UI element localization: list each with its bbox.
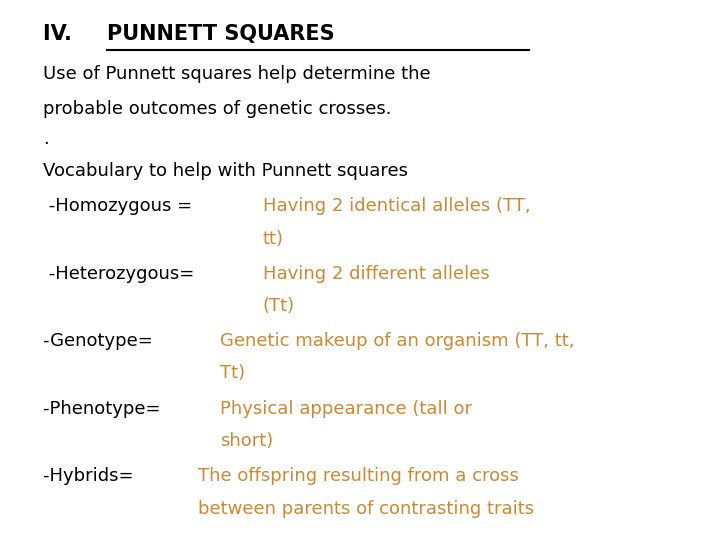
Text: -Homozygous =: -Homozygous = (43, 197, 198, 215)
Text: Genetic makeup of an organism (TT, tt,: Genetic makeup of an organism (TT, tt, (220, 332, 574, 350)
Text: Having 2 different alleles: Having 2 different alleles (263, 265, 490, 282)
Text: (Tt): (Tt) (263, 297, 295, 315)
Text: The offspring resulting from a cross: The offspring resulting from a cross (198, 467, 519, 485)
Text: -Genotype=: -Genotype= (43, 332, 158, 350)
Text: tt): tt) (263, 230, 284, 247)
Text: between parents of contrasting traits: between parents of contrasting traits (198, 500, 534, 517)
Text: Tt): Tt) (220, 364, 245, 382)
Text: -Hybrids=: -Hybrids= (43, 467, 140, 485)
Text: Physical appearance (tall or: Physical appearance (tall or (220, 400, 472, 417)
Text: short): short) (220, 432, 273, 450)
Text: .: . (43, 130, 49, 147)
Text: probable outcomes of genetic crosses.: probable outcomes of genetic crosses. (43, 100, 392, 118)
Text: Use of Punnett squares help determine the: Use of Punnett squares help determine th… (43, 65, 431, 83)
Text: Vocabulary to help with Punnett squares: Vocabulary to help with Punnett squares (43, 162, 408, 180)
Text: -Phenotype=: -Phenotype= (43, 400, 166, 417)
Text: Having 2 identical alleles (TT,: Having 2 identical alleles (TT, (263, 197, 531, 215)
Text: IV.: IV. (43, 24, 86, 44)
Text: -Heterozygous=: -Heterozygous= (43, 265, 200, 282)
Text: PUNNETT SQUARES: PUNNETT SQUARES (107, 24, 334, 44)
